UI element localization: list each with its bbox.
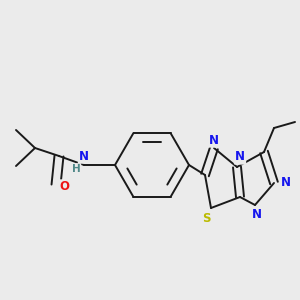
Text: N: N	[281, 176, 291, 190]
Text: N: N	[209, 134, 219, 146]
Text: N: N	[252, 208, 262, 221]
Text: N: N	[79, 149, 89, 163]
Text: H: H	[72, 164, 80, 174]
Text: O: O	[59, 181, 69, 194]
Text: S: S	[202, 212, 210, 224]
Text: N: N	[235, 151, 245, 164]
